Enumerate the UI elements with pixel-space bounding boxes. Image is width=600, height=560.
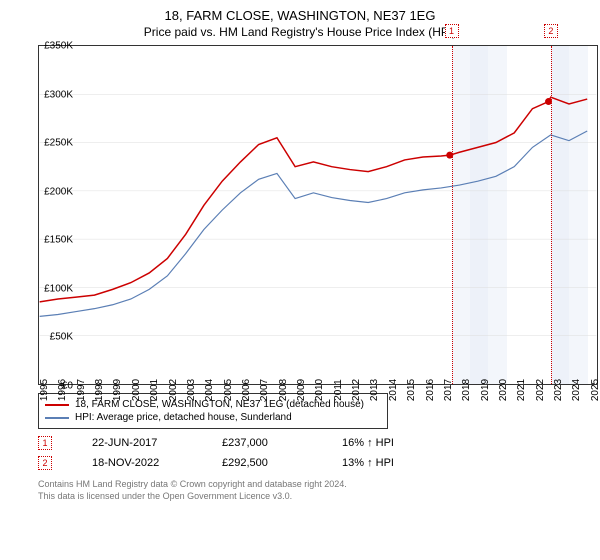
footer-line: Contains HM Land Registry data © Crown c…	[38, 479, 592, 491]
x-axis-label: 2013	[369, 379, 380, 401]
y-axis-label: £350K	[33, 41, 73, 52]
y-axis-label: £150K	[33, 235, 73, 246]
chart-svg	[39, 46, 597, 384]
x-axis-label: 2006	[241, 379, 252, 401]
x-axis-label: 2016	[425, 379, 436, 401]
page-subtitle: Price paid vs. HM Land Registry's House …	[0, 23, 600, 45]
x-axis-label: 2011	[333, 379, 344, 401]
x-axis-label: 2015	[406, 379, 417, 401]
sale-badge: 2	[38, 456, 52, 470]
sales-table: 122-JUN-2017£237,00016% ↑ HPI218-NOV-202…	[38, 433, 600, 473]
x-axis-label: 1998	[94, 379, 105, 401]
x-axis-label: 1999	[112, 379, 123, 401]
x-axis-label: 2000	[131, 379, 142, 401]
x-axis-label: 2007	[259, 379, 270, 401]
x-axis-label: 2014	[388, 379, 399, 401]
x-axis-label: 2012	[351, 379, 362, 401]
sale-marker-badge: 1	[445, 24, 459, 38]
sale-row: 218-NOV-2022£292,50013% ↑ HPI	[38, 453, 600, 473]
sale-badge: 1	[38, 436, 52, 450]
y-axis-label: £50K	[33, 332, 73, 343]
x-axis-label: 1996	[57, 379, 68, 401]
x-axis-label: 2005	[223, 379, 234, 401]
x-axis-label: 2008	[278, 379, 289, 401]
x-axis-label: 2002	[168, 379, 179, 401]
x-axis-label: 2001	[149, 379, 160, 401]
x-axis-label: 2024	[571, 379, 582, 401]
x-axis-label: 2010	[314, 379, 325, 401]
page-title: 18, FARM CLOSE, WASHINGTON, NE37 1EG	[0, 0, 600, 23]
x-axis-label: 2018	[461, 379, 472, 401]
legend-item: HPI: Average price, detached house, Sund…	[45, 411, 381, 424]
x-axis-label: 2023	[553, 379, 564, 401]
y-axis-label: £300K	[33, 89, 73, 100]
y-axis-label: £100K	[33, 283, 73, 294]
x-axis-label: 2003	[186, 379, 197, 401]
x-axis-label: 2009	[296, 379, 307, 401]
x-axis-label: 2017	[443, 379, 454, 401]
x-axis-label: 2019	[480, 379, 491, 401]
x-axis-label: 1997	[76, 379, 87, 401]
footer-attribution: Contains HM Land Registry data © Crown c…	[38, 479, 592, 502]
x-axis-label: 2025	[590, 379, 600, 401]
x-axis-label: 2020	[498, 379, 509, 401]
x-axis-label: 2021	[516, 379, 527, 401]
x-axis-label: 2022	[535, 379, 546, 401]
sale-row: 122-JUN-2017£237,00016% ↑ HPI	[38, 433, 600, 453]
y-axis-label: £250K	[33, 138, 73, 149]
x-axis-label: 2004	[204, 379, 215, 401]
x-axis-label: 1995	[39, 379, 50, 401]
price-chart: 12£0£50K£100K£150K£200K£250K£300K£350K19…	[38, 45, 598, 385]
footer-line: This data is licensed under the Open Gov…	[38, 491, 592, 503]
sale-marker-badge: 2	[544, 24, 558, 38]
y-axis-label: £200K	[33, 186, 73, 197]
